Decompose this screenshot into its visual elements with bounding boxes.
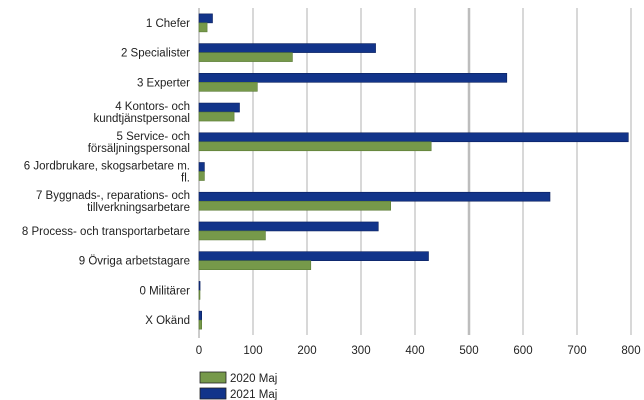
bar-2021-maj [198, 251, 429, 261]
legend-label: 2021 Maj [230, 389, 277, 400]
bar-2021-maj [198, 132, 629, 143]
bar-2021-maj [198, 43, 376, 53]
category-label: 3 Experter [137, 77, 190, 89]
category-label: 8 Process- och transportarbetare [22, 226, 190, 238]
legend-swatch [199, 371, 227, 384]
legend-swatch [199, 387, 227, 400]
x-tick-label: 100 [243, 345, 262, 357]
bar-2020-maj [198, 200, 391, 211]
category-label: 5 Service- och försäljningspersonal [88, 131, 190, 155]
category-label: X Okänd [145, 315, 190, 327]
x-tick-label: 700 [567, 345, 586, 357]
bar-2020-maj [198, 22, 208, 33]
category-label: 0 Militärer [140, 285, 191, 297]
x-tick-label: 0 [196, 345, 202, 357]
legend-label: 2020 Maj [230, 373, 277, 385]
x-tick-label: 400 [405, 345, 424, 357]
x-tick-label: 200 [297, 345, 316, 357]
bar-2020-maj [198, 52, 293, 62]
bar-2020-maj [198, 141, 432, 152]
bar-2020-maj [198, 319, 202, 330]
bar-2021-maj [198, 102, 240, 113]
bar-2020-maj [198, 111, 235, 122]
category-label: 6 Jordbrukare, skogsarbetare m. fl. [24, 161, 190, 185]
category-label: 7 Byggnads-, reparations- och tillverknin… [36, 190, 190, 214]
bar-2021-maj [198, 221, 379, 232]
x-tick-label: 500 [459, 345, 478, 357]
bar-2020-maj [198, 171, 205, 181]
x-tick-label: 800 [621, 345, 640, 357]
bar-2021-maj [198, 162, 205, 172]
bar-2020-maj [198, 230, 266, 241]
bar-2020-maj [198, 82, 258, 92]
x-tick-label: 300 [351, 345, 370, 357]
category-label: 2 Specialister [121, 48, 190, 60]
category-label: 9 Övriga arbetstagare [79, 256, 190, 268]
x-tick-label: 600 [513, 345, 532, 357]
bar-2020-maj [198, 260, 312, 270]
category-label: 1 Chefer [146, 18, 190, 30]
bar-2020-maj [198, 290, 201, 300]
bar-2021-maj [198, 191, 551, 202]
bar-2021-maj [198, 281, 201, 291]
bar-2021-maj [198, 310, 202, 321]
category-label: 4 Kontors- och kundtjänstpersonal [93, 101, 190, 125]
bar-2021-maj [198, 13, 213, 24]
bar-2021-maj [198, 73, 508, 83]
